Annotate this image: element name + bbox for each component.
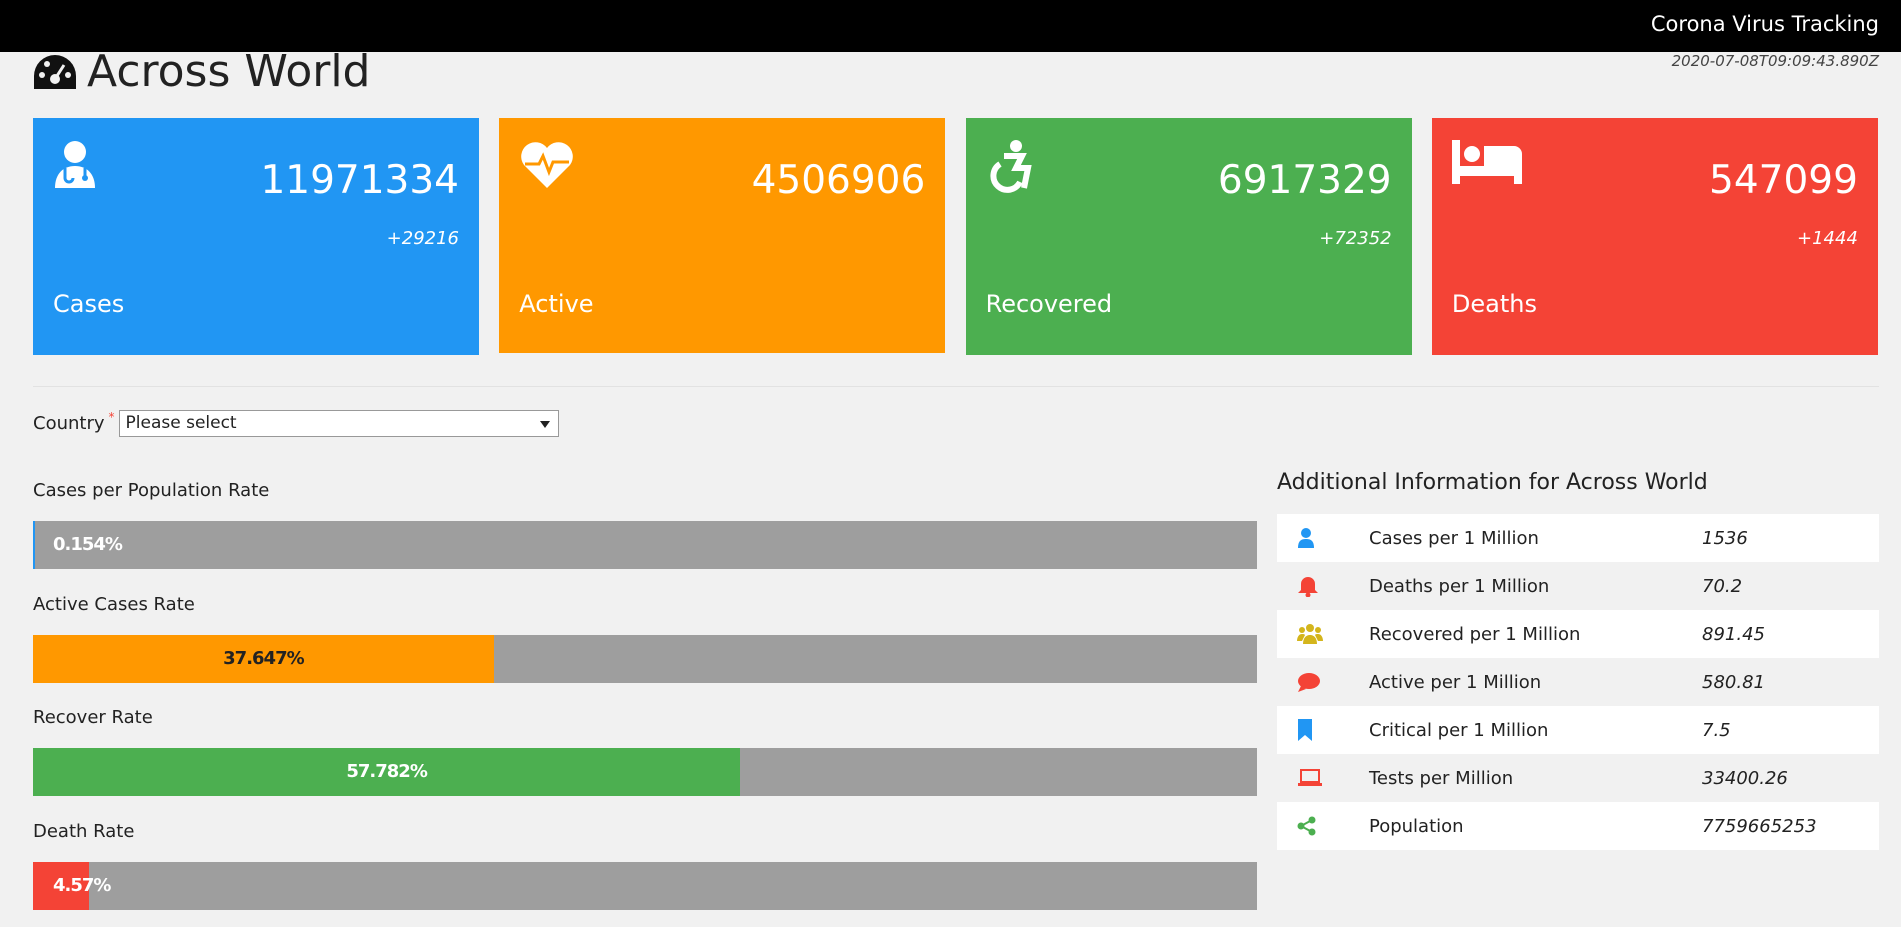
info-icon xyxy=(1277,575,1369,597)
info-label: Tests per Million xyxy=(1369,767,1514,789)
card-delta: +1444 xyxy=(1797,228,1858,249)
info-icon xyxy=(1277,816,1369,836)
info-label: Cases per 1 Million xyxy=(1369,527,1539,549)
info-label: Recovered per 1 Million xyxy=(1369,623,1581,645)
app-title: Corona Virus Tracking xyxy=(1650,12,1879,36)
info-value: 7.5 xyxy=(1702,719,1731,741)
card-label: Recovered xyxy=(985,290,1113,318)
info-value: 891.45 xyxy=(1702,623,1765,645)
info-row: Cases per 1 Million 1536 xyxy=(1277,514,1879,562)
info-icon xyxy=(1277,672,1369,692)
info-label: Population xyxy=(1369,815,1464,837)
progress-label: 57.782% xyxy=(346,761,427,782)
info-value: 33400.26 xyxy=(1702,767,1788,789)
top-bar: Corona Virus Tracking xyxy=(0,0,1901,52)
progress-track: 37.647% xyxy=(33,634,1257,683)
country-label: Country xyxy=(33,413,105,434)
stat-card: 6917329 +72352 Recovered xyxy=(965,118,1412,355)
info-row: Tests per Million 33400.26 xyxy=(1277,754,1879,802)
progress-label: 4.57% xyxy=(53,874,111,896)
info-row: Critical per 1 Million 7.5 xyxy=(1277,706,1879,754)
separator xyxy=(33,386,1879,387)
stat-card: 547099 +1444 Deaths xyxy=(1431,118,1878,355)
card-label: Deaths xyxy=(1451,290,1537,318)
progress-fill xyxy=(33,634,494,683)
stat-card: 11971334 +29216 Cases xyxy=(33,118,479,355)
info-title: Additional Information for Across World xyxy=(1277,470,1708,495)
info-row: Deaths per 1 Million 70.2 xyxy=(1277,562,1879,610)
rate-label: Death Rate xyxy=(33,820,135,842)
progress-track: 0.154% xyxy=(33,521,1257,569)
progress-label: 37.647% xyxy=(223,647,304,669)
rate-label: Recover Rate xyxy=(33,707,153,728)
country-select[interactable]: Please select xyxy=(118,410,559,437)
card-delta: +29216 xyxy=(386,228,459,249)
info-value: 7759665253 xyxy=(1702,815,1817,837)
dashboard-icon xyxy=(34,54,76,89)
country-field: Country * Please select xyxy=(33,410,559,437)
info-row: Recovered per 1 Million 891.45 xyxy=(1277,610,1879,658)
progress-fill xyxy=(33,521,35,569)
info-value: 580.81 xyxy=(1702,671,1765,693)
info-icon xyxy=(1277,719,1369,741)
info-value: 70.2 xyxy=(1702,575,1743,597)
info-icon xyxy=(1277,528,1369,548)
info-row: Active per 1 Million 580.81 xyxy=(1277,658,1879,706)
progress-label: 0.154% xyxy=(53,534,123,555)
rate-label: Active Cases Rate xyxy=(33,593,195,615)
info-label: Deaths per 1 Million xyxy=(1369,575,1550,597)
timestamp: 2020-07-08T09:09:43.890Z xyxy=(1671,52,1879,70)
card-number: 11971334 xyxy=(260,158,459,203)
card-delta: +72352 xyxy=(1319,228,1392,249)
info-label: Active per 1 Million xyxy=(1369,671,1542,693)
card-number: 6917329 xyxy=(1217,158,1392,203)
info-row: Population 7759665253 xyxy=(1277,802,1879,850)
progress-fill xyxy=(33,748,741,796)
progress-track: 4.57% xyxy=(33,861,1257,910)
rate-label: Cases per Population Rate xyxy=(33,480,270,501)
info-value: 1536 xyxy=(1702,527,1748,549)
info-table: Cases per 1 Million 1536 Deaths per 1 Mill… xyxy=(1277,514,1879,850)
card-number: 4506906 xyxy=(751,158,926,203)
card-label: Cases xyxy=(53,290,125,318)
heading: Across World xyxy=(33,46,371,97)
info-label: Critical per 1 Million xyxy=(1369,719,1549,741)
info-icon xyxy=(1277,769,1369,787)
progress-track: 57.782% xyxy=(33,748,1257,796)
heading-text: Across World xyxy=(87,46,371,97)
required-mark: * xyxy=(108,410,115,424)
stat-card: 4506906 Active xyxy=(499,118,946,353)
progress-fill xyxy=(33,861,89,910)
card-number: 547099 xyxy=(1709,158,1858,203)
info-icon xyxy=(1277,623,1369,645)
card-label: Active xyxy=(519,290,594,318)
